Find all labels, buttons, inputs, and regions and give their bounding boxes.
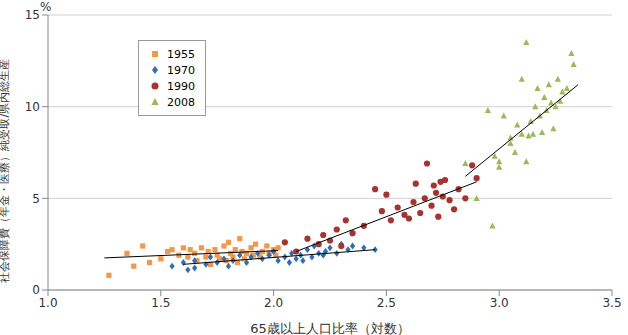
svg-text:15: 15 [25, 8, 40, 22]
html-text:1970: 1970 [167, 63, 195, 77]
svg-text:3.5: 3.5 [602, 296, 620, 310]
svg-text:2.5: 2.5 [377, 296, 396, 310]
svg-text:1.5: 1.5 [151, 296, 170, 310]
svg-text:3.0: 3.0 [490, 296, 509, 310]
svg-text:0: 0 [32, 283, 40, 297]
svg-text:65歳以上人口比率（対数）: 65歳以上人口比率（対数） [250, 321, 410, 335]
html-text:2008: 2008 [167, 95, 195, 109]
svg-text:1.0: 1.0 [38, 296, 57, 310]
svg-text:2.0: 2.0 [264, 296, 283, 310]
html-text:1955: 1955 [167, 47, 195, 61]
svg-text:5: 5 [32, 192, 40, 206]
svg-text:社会保障費（年金・医療）純受取/県内総生産: 社会保障費（年金・医療）純受取/県内総生産 [8, 59, 11, 283]
svg-text:10: 10 [25, 100, 40, 114]
html-text:1990: 1990 [167, 79, 195, 93]
